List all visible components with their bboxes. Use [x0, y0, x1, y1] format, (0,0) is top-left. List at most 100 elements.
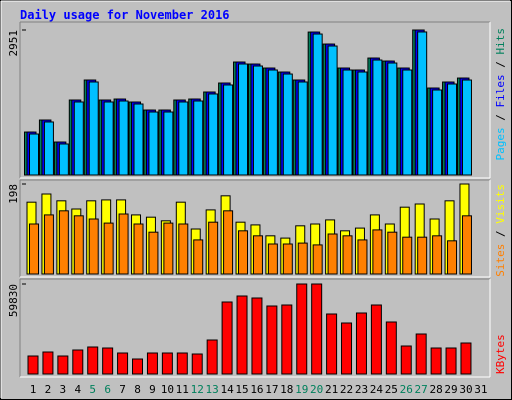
x-tick-label: 10: [161, 383, 174, 396]
bar: [415, 333, 427, 375]
bar: [430, 347, 442, 375]
bar: [297, 242, 308, 275]
x-tick-label: 16: [250, 383, 263, 396]
bar: [58, 143, 69, 176]
bar: [73, 101, 84, 176]
bar: [117, 352, 129, 375]
bar: [372, 59, 383, 176]
bar: [73, 215, 84, 275]
chart-title: Daily usage for November 2016: [20, 8, 230, 22]
x-tick-label: 9: [149, 383, 156, 396]
x-tick-label: 30: [459, 383, 472, 396]
bar: [312, 244, 323, 275]
bar: [148, 231, 159, 275]
bar: [326, 313, 338, 375]
x-tick-label: 14: [220, 383, 234, 396]
bar: [267, 243, 278, 275]
bar: [267, 69, 278, 176]
bar: [297, 81, 308, 176]
bar: [118, 100, 129, 176]
bar: [58, 210, 69, 275]
bar: [432, 89, 443, 176]
legend-separator: /: [494, 108, 507, 128]
x-tick-label: 19: [295, 383, 308, 396]
legend-entry: Files: [494, 74, 507, 107]
bar: [460, 342, 472, 375]
bar: [163, 222, 174, 275]
bar: [88, 81, 99, 176]
bar: [208, 93, 219, 176]
bar: [29, 133, 39, 176]
bar: [221, 301, 233, 375]
x-tick-label: 28: [429, 383, 442, 396]
x-tick-label: 31: [474, 383, 487, 396]
bar: [342, 69, 353, 176]
y-max-label: 198: [7, 184, 20, 204]
legend-separator: /: [494, 224, 507, 244]
bar: [387, 62, 398, 176]
bar: [312, 33, 323, 176]
bar: [282, 73, 293, 176]
bar: [447, 83, 458, 176]
legend-separator: /: [494, 55, 507, 75]
bar: [238, 230, 249, 275]
bar: [163, 111, 174, 176]
legend-entry: KBytes: [494, 334, 507, 374]
bar: [208, 221, 219, 275]
bar: [445, 347, 457, 375]
bar: [103, 222, 114, 275]
bar: [29, 223, 39, 275]
legend: Pages / Files / Hits: [494, 28, 507, 161]
bar: [387, 231, 398, 275]
bar: [447, 240, 458, 275]
x-tick-label: 18: [280, 383, 293, 396]
bar: [102, 347, 114, 375]
legend: KBytes: [494, 334, 507, 374]
y-max-label: 2951: [7, 30, 20, 57]
bar: [372, 229, 383, 275]
x-tick-label: 1: [30, 383, 37, 396]
bar: [148, 111, 159, 176]
bar: [357, 71, 368, 176]
x-tick-label: 8: [134, 383, 141, 396]
bar: [432, 235, 443, 275]
bar: [27, 355, 39, 375]
bar: [417, 236, 428, 275]
legend-entry: Pages: [494, 127, 507, 160]
bar: [385, 321, 397, 375]
bar: [311, 283, 323, 375]
bar: [327, 233, 338, 275]
bar: [43, 121, 54, 176]
x-tick-label: 13: [206, 383, 219, 396]
x-tick-label: 6: [104, 383, 111, 396]
bar: [281, 304, 293, 375]
x-tick-label: 27: [415, 383, 428, 396]
x-tick-label: 2: [45, 383, 52, 396]
x-tick-label: 4: [74, 383, 81, 396]
x-tick-label: 3: [60, 383, 67, 396]
bar: [417, 31, 428, 176]
bar: [266, 305, 278, 375]
bar: [223, 84, 234, 176]
bar: [191, 353, 203, 375]
x-tick-label: 15: [235, 383, 248, 396]
bar: [282, 243, 293, 275]
bar: [133, 103, 144, 176]
bar: [327, 45, 338, 176]
bar: [43, 214, 54, 275]
bar: [103, 101, 114, 176]
y-max-label: 59830: [7, 284, 20, 317]
bar: [402, 236, 413, 275]
bar: [296, 283, 308, 375]
bar: [252, 235, 263, 275]
bar: [161, 352, 173, 375]
legend-entry: Visits: [494, 184, 507, 224]
bar: [357, 239, 368, 275]
bar: [146, 352, 158, 375]
bar: [223, 210, 234, 275]
x-tick-label: 21: [325, 383, 338, 396]
bar: [341, 322, 353, 375]
x-tick-label: 20: [310, 383, 323, 396]
bar: [342, 235, 353, 275]
